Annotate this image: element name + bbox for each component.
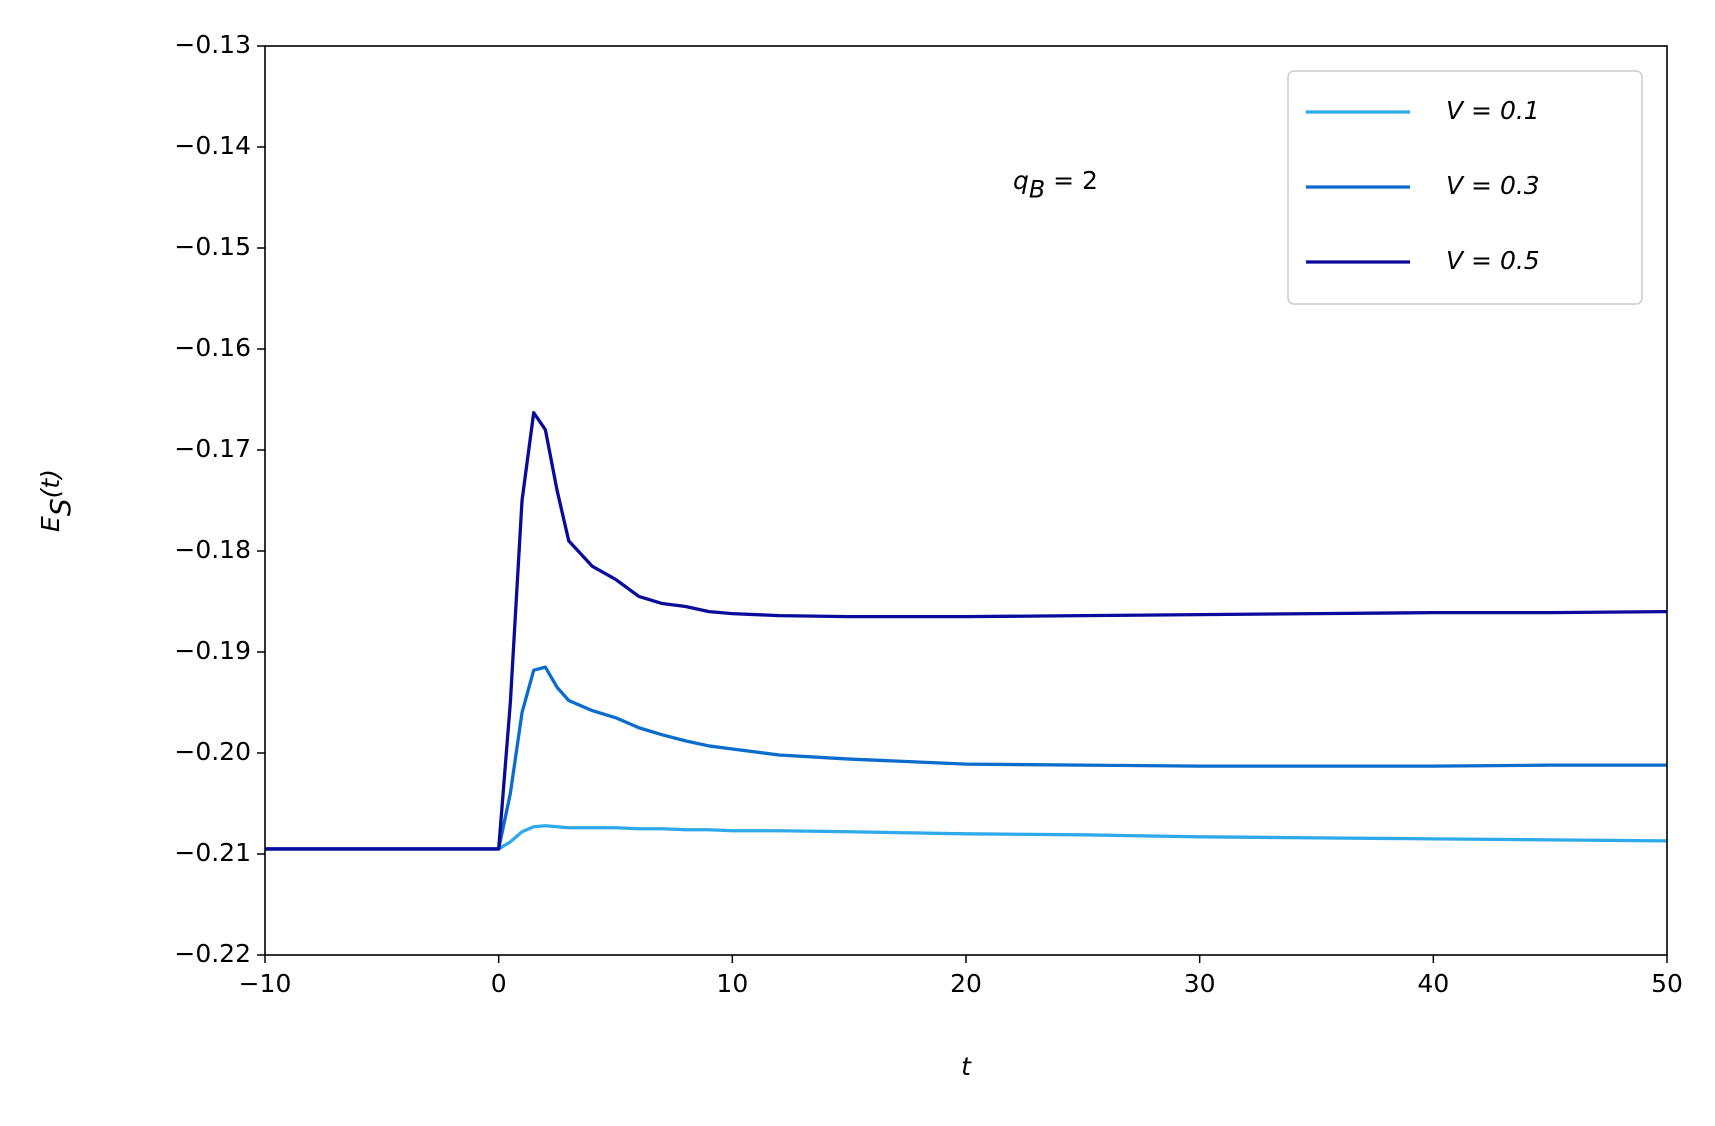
y-tick-label: −0.13 (174, 30, 251, 59)
y-axis-label: ES(t) (36, 469, 77, 532)
y-tick-label: −0.21 (174, 838, 251, 867)
y-tick-label: −0.19 (174, 636, 251, 665)
y-tick-label: −0.16 (174, 333, 251, 362)
y-tick-label: −0.15 (174, 232, 251, 261)
data-line (265, 824, 1667, 851)
y-tick-label: −0.20 (174, 737, 251, 766)
y-tick-label: −0.22 (174, 939, 251, 968)
y-tick-label: −0.17 (174, 434, 251, 463)
text-part: E (36, 516, 65, 532)
data-line (265, 410, 1667, 851)
plot-frame (264, 45, 1668, 956)
text-subscript: B (1029, 175, 1045, 203)
legend-label: V = 0.3 (1446, 171, 1540, 200)
x-tick-label: −10 (239, 969, 292, 998)
x-axis-label: t (961, 1052, 972, 1081)
legend-label: V = 0.5 (1446, 246, 1540, 275)
text-part: = 2 (1045, 166, 1098, 195)
annotation: qB = 2 (1013, 166, 1098, 203)
text-part: q (1013, 166, 1029, 195)
x-tick-label: 0 (491, 969, 507, 998)
text-part: (t) (36, 469, 65, 498)
y-tick-label: −0.18 (174, 535, 251, 564)
x-tick-label: 50 (1651, 969, 1683, 998)
text-subscript: S (44, 498, 77, 516)
x-tick-label: 30 (1184, 969, 1216, 998)
x-tick-label: 20 (950, 969, 982, 998)
y-tick-label: −0.14 (174, 131, 251, 160)
legend-box (1287, 70, 1643, 305)
x-tick-label: 10 (716, 969, 748, 998)
data-line (265, 665, 1667, 851)
legend-label: V = 0.1 (1446, 96, 1540, 125)
x-tick-label: 40 (1417, 969, 1449, 998)
